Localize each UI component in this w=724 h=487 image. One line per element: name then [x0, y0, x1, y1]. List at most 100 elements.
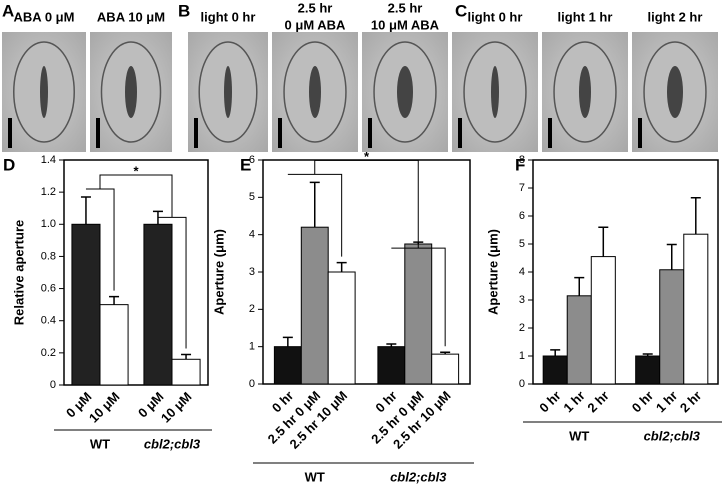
y-tick-label: 1 — [519, 350, 525, 362]
y-tick-label: 0.6 — [41, 282, 56, 294]
error-bar — [282, 336, 293, 347]
y-tick-label: 1.0 — [41, 218, 56, 230]
bar — [99, 304, 129, 386]
bar — [404, 243, 433, 385]
group-label: WT — [90, 436, 110, 451]
error-bar — [181, 353, 192, 360]
bar — [635, 355, 661, 385]
x-tick-label: 0 hr — [629, 388, 656, 415]
stomatal-pore — [491, 66, 499, 118]
x-tick-label: 10 μM — [86, 389, 123, 426]
y-tick-label: 4 — [249, 229, 255, 241]
bar — [659, 269, 685, 385]
y-tick-label: 0.2 — [41, 347, 56, 359]
x-tick-label: 10 μM — [158, 389, 195, 426]
y-tick-label: 3 — [519, 294, 525, 306]
panel-letter: B — [178, 1, 190, 20]
error-bar — [336, 261, 347, 272]
stomatal-pore — [125, 66, 137, 118]
significance-bracket — [85, 188, 115, 291]
y-tick-label: 1 — [249, 341, 255, 353]
x-tick-label: 1 hr — [560, 388, 587, 415]
y-tick-label: 5 — [519, 238, 525, 250]
significance-mark: * — [133, 163, 139, 178]
panel-letter: F — [515, 155, 525, 174]
y-axis-label: Relative aperture — [11, 220, 26, 326]
significance-bracket — [157, 216, 187, 349]
bar — [590, 256, 616, 385]
x-tick-label: 0 hr — [536, 388, 563, 415]
error-bar — [440, 351, 451, 355]
bar — [683, 233, 709, 385]
image-label: 0 μM ABA — [285, 17, 347, 32]
x-tick-label: 1 hr — [653, 388, 680, 415]
y-tick-label: 1.2 — [41, 186, 56, 198]
stomatal-pore — [397, 66, 413, 118]
panel-letter: A — [2, 1, 14, 20]
y-tick-label: 0 — [50, 379, 56, 391]
image-label: ABA 10 μM — [97, 9, 165, 24]
y-tick-label: 3 — [249, 266, 255, 278]
y-tick-label: 0.8 — [41, 250, 56, 262]
bar — [431, 353, 460, 385]
plot-frame — [63, 159, 209, 386]
error-bar — [309, 181, 320, 228]
error-bar — [109, 295, 120, 305]
y-tick-label: 5 — [249, 191, 255, 203]
panel-letter: C — [455, 1, 467, 20]
significance-mark: * — [364, 149, 370, 164]
error-bar — [666, 243, 677, 270]
significance-bracket — [287, 173, 343, 257]
y-tick-label: 0 — [249, 378, 255, 390]
group-label: cbl2;cbl3 — [390, 469, 447, 484]
stomatal-pore — [309, 66, 321, 118]
stomatal-pore — [667, 66, 683, 118]
y-tick-label: 6 — [249, 154, 255, 166]
y-tick-label: 6 — [519, 210, 525, 222]
image-label: 2.5 hr — [388, 0, 423, 15]
y-axis-label: Aperture (μm) — [485, 229, 500, 315]
group-label: WT — [305, 469, 325, 484]
stomatal-pore — [40, 66, 48, 118]
y-tick-label: 8 — [519, 154, 525, 166]
y-tick-label: 2 — [249, 303, 255, 315]
panel-letter: D — [3, 155, 15, 174]
error-bar — [550, 349, 561, 356]
bar — [566, 295, 592, 385]
significance-bracket — [391, 247, 446, 347]
stomatal-pore — [579, 66, 591, 118]
y-tick-label: 0 — [519, 378, 525, 390]
error-bar — [80, 196, 91, 225]
panel-letter: E — [240, 155, 251, 174]
significance-bracket — [99, 174, 173, 218]
error-bar — [642, 353, 653, 356]
image-label: 10 μM ABA — [371, 17, 440, 32]
y-tick-label: 2 — [519, 322, 525, 334]
bar — [327, 271, 356, 385]
x-tick-label: 2 hr — [584, 388, 611, 415]
image-label: light 0 hr — [468, 9, 523, 24]
y-tick-label: 1.4 — [41, 154, 56, 166]
bar — [377, 346, 406, 385]
stomatal-pore — [224, 66, 232, 118]
image-label: 2.5 hr — [298, 0, 333, 15]
image-label: ABA 0 μM — [14, 9, 75, 24]
image-label: light 0 hr — [201, 9, 256, 24]
bar — [542, 355, 568, 385]
bar — [143, 223, 173, 386]
y-axis-label: Aperture (μm) — [211, 229, 226, 315]
y-tick-label: 0.4 — [41, 315, 56, 327]
bar — [71, 223, 101, 386]
y-tick-label: 4 — [519, 266, 525, 278]
bar — [171, 358, 201, 386]
image-label: light 1 hr — [558, 9, 613, 24]
error-bar — [386, 343, 397, 347]
bar — [273, 346, 302, 385]
significance-bracket — [314, 159, 419, 249]
error-bar — [690, 197, 701, 235]
group-label: cbl2;cbl3 — [144, 436, 201, 451]
x-tick-label: 2 hr — [677, 388, 704, 415]
group-label: WT — [569, 428, 589, 443]
